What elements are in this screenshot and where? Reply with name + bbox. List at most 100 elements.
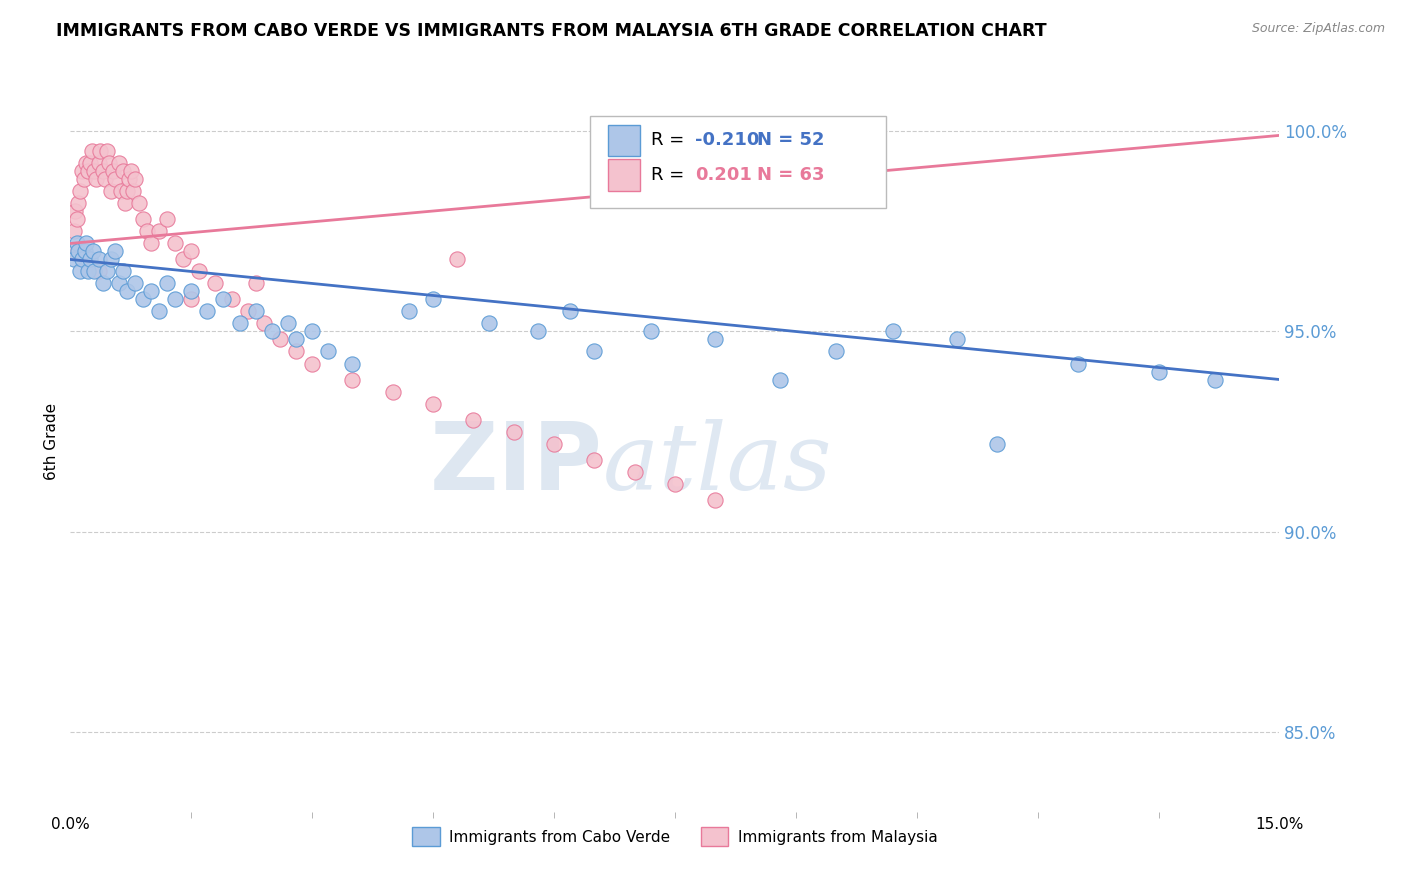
Point bbox=[825, 344, 848, 359]
Point bbox=[120, 164, 142, 178]
Point bbox=[527, 325, 550, 339]
Y-axis label: 6th Grade: 6th Grade bbox=[44, 403, 59, 480]
Point bbox=[124, 277, 146, 291]
Point bbox=[260, 325, 283, 339]
Point bbox=[1147, 364, 1170, 378]
Point bbox=[180, 285, 202, 299]
FancyBboxPatch shape bbox=[591, 116, 887, 209]
Point bbox=[398, 304, 420, 318]
Point bbox=[180, 244, 202, 259]
Point bbox=[285, 333, 308, 347]
Text: N = 52: N = 52 bbox=[756, 131, 824, 149]
Point bbox=[107, 156, 129, 170]
Point bbox=[60, 244, 83, 259]
Point bbox=[94, 172, 117, 186]
Point bbox=[986, 436, 1008, 450]
Point bbox=[91, 164, 114, 178]
Point bbox=[623, 465, 645, 479]
Text: R =: R = bbox=[651, 166, 690, 184]
Point bbox=[63, 252, 86, 267]
Point bbox=[446, 252, 468, 267]
Point bbox=[100, 185, 122, 199]
Text: ZIP: ZIP bbox=[429, 417, 602, 509]
Point bbox=[101, 164, 124, 178]
Point bbox=[165, 293, 187, 307]
Point bbox=[96, 264, 118, 278]
Point bbox=[188, 264, 211, 278]
Point bbox=[165, 236, 187, 251]
Point bbox=[79, 252, 101, 267]
Point bbox=[83, 164, 105, 178]
Point bbox=[463, 412, 485, 426]
Point bbox=[558, 304, 581, 318]
Point bbox=[91, 277, 114, 291]
Point bbox=[80, 145, 103, 159]
Point bbox=[301, 325, 323, 339]
Point bbox=[128, 196, 150, 211]
Point bbox=[87, 252, 110, 267]
Point bbox=[221, 293, 243, 307]
Point bbox=[664, 476, 686, 491]
Point bbox=[704, 333, 727, 347]
Point bbox=[253, 317, 276, 331]
Point bbox=[75, 236, 97, 251]
Point bbox=[245, 277, 267, 291]
Point bbox=[82, 244, 104, 259]
Point bbox=[640, 325, 662, 339]
Point bbox=[342, 372, 364, 386]
Point bbox=[543, 436, 565, 450]
Point bbox=[100, 252, 122, 267]
Point bbox=[62, 224, 84, 238]
Legend: Immigrants from Cabo Verde, Immigrants from Malaysia: Immigrants from Cabo Verde, Immigrants f… bbox=[406, 822, 943, 852]
Point bbox=[156, 277, 179, 291]
Text: N = 63: N = 63 bbox=[756, 166, 824, 184]
Point bbox=[422, 293, 444, 307]
Point bbox=[1204, 372, 1226, 386]
Point bbox=[87, 264, 110, 278]
Point bbox=[124, 172, 146, 186]
Point bbox=[107, 277, 129, 291]
Point bbox=[98, 156, 121, 170]
Point bbox=[104, 244, 127, 259]
Point bbox=[478, 317, 501, 331]
Point bbox=[83, 264, 105, 278]
Point bbox=[946, 333, 969, 347]
Point bbox=[104, 172, 127, 186]
Text: IMMIGRANTS FROM CABO VERDE VS IMMIGRANTS FROM MALAYSIA 6TH GRADE CORRELATION CHA: IMMIGRANTS FROM CABO VERDE VS IMMIGRANTS… bbox=[56, 22, 1047, 40]
Point bbox=[172, 252, 194, 267]
Point bbox=[77, 264, 100, 278]
Text: atlas: atlas bbox=[602, 418, 832, 508]
Point bbox=[132, 293, 155, 307]
FancyBboxPatch shape bbox=[609, 125, 640, 156]
Point bbox=[1067, 357, 1090, 371]
Point bbox=[89, 145, 111, 159]
Point bbox=[73, 172, 96, 186]
Point bbox=[381, 384, 404, 399]
Point bbox=[195, 304, 218, 318]
Point bbox=[342, 357, 364, 371]
Point bbox=[148, 304, 170, 318]
Point bbox=[204, 277, 226, 291]
Point bbox=[73, 244, 96, 259]
Point bbox=[769, 372, 792, 386]
Point bbox=[245, 304, 267, 318]
Point bbox=[84, 172, 107, 186]
Point bbox=[79, 156, 101, 170]
Point bbox=[583, 452, 606, 467]
FancyBboxPatch shape bbox=[609, 160, 640, 191]
Point bbox=[212, 293, 235, 307]
Point bbox=[75, 156, 97, 170]
Point bbox=[583, 344, 606, 359]
Point bbox=[114, 196, 136, 211]
Point bbox=[277, 317, 299, 331]
Point bbox=[72, 252, 94, 267]
Point bbox=[69, 264, 91, 278]
Point bbox=[118, 172, 141, 186]
Text: -0.210: -0.210 bbox=[696, 131, 759, 149]
Point bbox=[148, 224, 170, 238]
Point bbox=[228, 317, 250, 331]
Point bbox=[139, 236, 162, 251]
Point bbox=[502, 425, 524, 439]
Point bbox=[115, 285, 138, 299]
Point bbox=[135, 224, 157, 238]
